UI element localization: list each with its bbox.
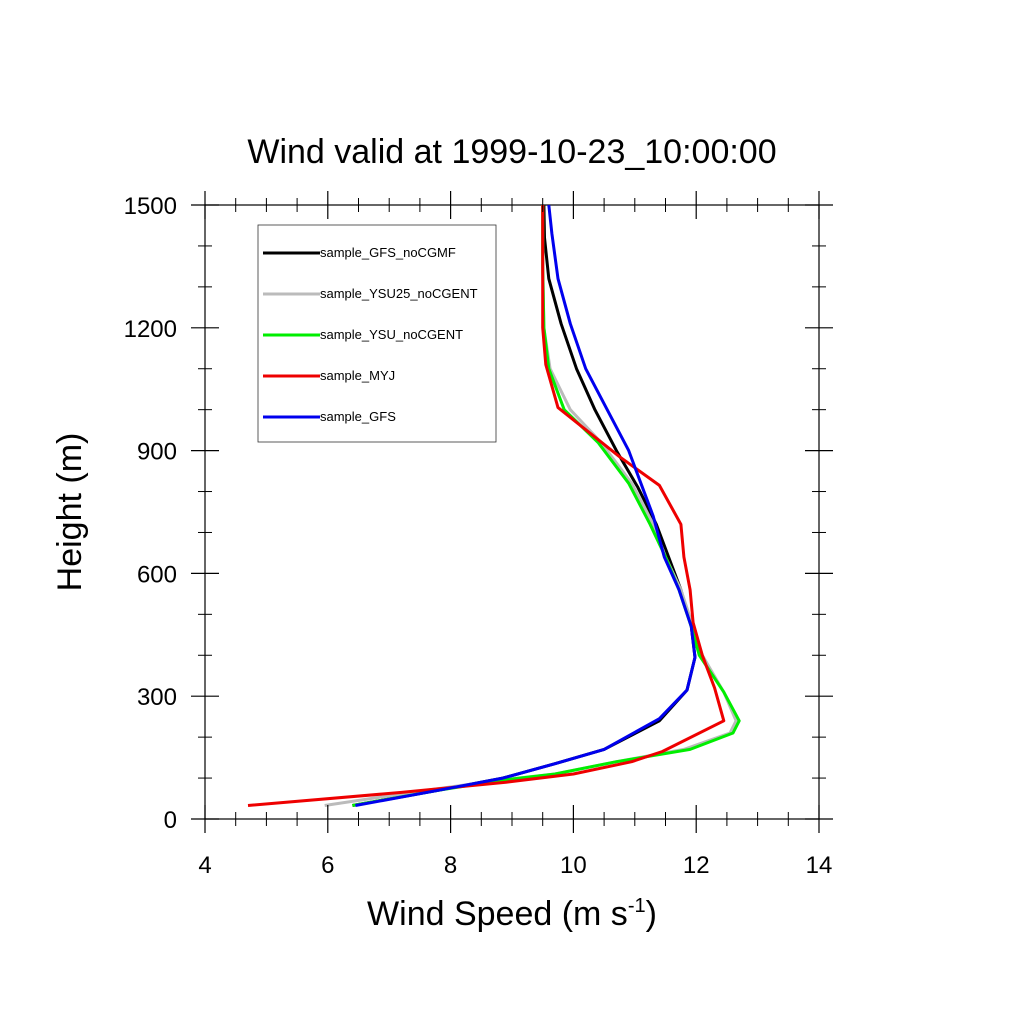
y-tick-label: 300 [137,684,177,711]
x-tick-label: 8 [444,852,457,879]
legend-entry-sample_GFS: sample_GFS [320,409,396,424]
y-tick-label: 0 [164,807,177,834]
x-tick-label: 4 [198,852,211,879]
x-tick-label: 10 [560,852,587,879]
legend: sample_GFS_noCGMF sample_YSU25_noCGENTsam… [257,224,497,443]
x-tick-label: 14 [806,852,833,879]
series-layer [247,204,741,807]
x-tick-label: 12 [683,852,710,879]
legend-entry-sample_YSU_noCGENT: sample_YSU_noCGENT [320,327,463,342]
x-tick-label: 6 [321,852,334,879]
series-line-sample_MYJ [247,205,726,807]
y-axis-label: Height (m) [51,433,89,592]
series-line-sample_GFS [355,204,697,807]
legend-entry-sample_GFS_noCGMF: sample_GFS_noCGMF [320,245,456,260]
x-axis-label: Wind Speed (m s-1) [367,895,657,933]
chart-title: Wind valid at 1999-10-23_10:00:00 [247,133,776,171]
y-tick-label: 1200 [124,316,177,343]
y-tick-label: 1500 [124,193,177,220]
y-tick-label: 600 [137,561,177,588]
y-tick-label: 900 [137,439,177,466]
legend-entry-sample_MYJ: sample_MYJ [320,368,395,383]
ticks-layer: 4 6 8 10 12 14 0 300 600 900 1200 1500 [124,191,833,879]
legend-entry-sample_YSU25_noCGENT: sample_YSU25_noCGENT [320,286,478,301]
